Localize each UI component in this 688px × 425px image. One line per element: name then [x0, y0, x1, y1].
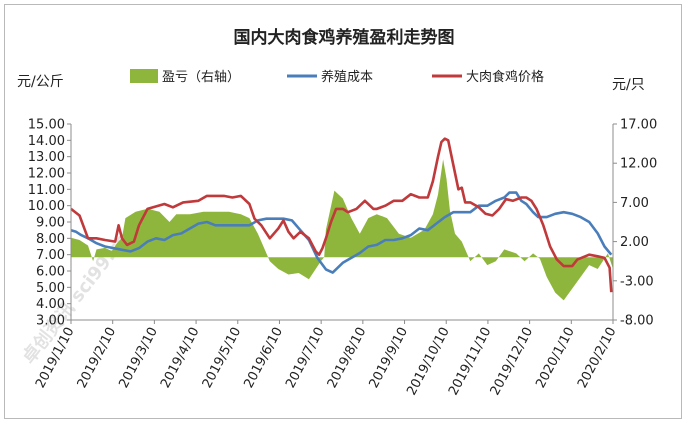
y-left-tick-label: 14.00: [28, 134, 65, 149]
y-left-tick-label: 7.00: [36, 248, 65, 263]
y-right-tick-label: -3.00: [620, 274, 654, 289]
y-left-tick-label: 15.00: [28, 118, 65, 133]
y-right-tick-label: 17.00: [620, 118, 657, 133]
y-left-tick-label: 8.00: [36, 232, 65, 247]
x-tick-label: 2019/11/10: [446, 325, 494, 398]
legend-price-label: 大肉食鸡价格: [466, 69, 544, 85]
y-left-tick-label: 11.00: [28, 183, 65, 198]
y-left-tick-label: 6.00: [36, 265, 65, 280]
y-right-tick-label: 2.00: [620, 235, 649, 250]
y-right-tick-label: 7.00: [620, 196, 649, 211]
x-tick-label: 2019/2/10: [75, 325, 120, 391]
x-tick-label: 2019/8/10: [325, 325, 370, 391]
y-left-tick-label: 4.00: [36, 297, 65, 312]
x-tick-label: 2019/7/10: [283, 325, 328, 391]
right-axis-unit: 元/只: [612, 77, 645, 93]
x-tick-label: 2019/3/10: [116, 325, 161, 391]
y-left-tick-label: 12.00: [28, 167, 65, 182]
legend-profit-swatch: [130, 69, 158, 83]
series-cost-line: [70, 191, 613, 274]
x-tick-label: 2019/4/10: [158, 325, 203, 391]
x-tick-label: 2019/12/10: [488, 325, 536, 398]
y-left-tick-label: 3.00: [36, 314, 65, 329]
x-tick-label: 2019/10/10: [404, 325, 452, 398]
y-left-tick-label: 13.00: [28, 150, 65, 165]
y-left-tick-label: 10.00: [28, 199, 65, 214]
profit-chart: 国内大肉食鸡养殖盈利走势图 元/公斤 元/只 盈亏（右轴） 养殖成本 大肉食鸡价…: [17, 27, 657, 399]
y-left-tick-label: 9.00: [36, 216, 65, 231]
left-axis-unit: 元/公斤: [17, 74, 64, 90]
chart-frame: 国内大肉食鸡养殖盈利走势图 元/公斤 元/只 盈亏（右轴） 养殖成本 大肉食鸡价…: [4, 4, 682, 419]
y-right-tick-label: 12.00: [620, 157, 657, 172]
x-tick-label: 2019/6/10: [241, 325, 286, 391]
plot-area: 3.004.005.006.007.008.009.0010.0011.0012…: [28, 118, 657, 399]
x-tick-label: 2019/9/10: [367, 325, 412, 391]
x-tick-label: 2020/2/10: [575, 325, 620, 391]
y-right-tick-label: -8.00: [620, 314, 654, 329]
legend: 盈亏（右轴） 养殖成本 大肉食鸡价格: [130, 69, 544, 85]
legend-profit-label: 盈亏（右轴）: [162, 70, 240, 85]
series-price-line: [70, 137, 613, 293]
x-tick-label: 2019/5/10: [200, 325, 245, 391]
series-profit-area: [71, 159, 613, 301]
y-left-tick-label: 5.00: [36, 281, 65, 296]
x-tick-label: 2020/1/10: [533, 325, 578, 391]
chart-title: 国内大肉食鸡养殖盈利走势图: [234, 27, 455, 48]
legend-cost-label: 养殖成本: [321, 69, 373, 85]
